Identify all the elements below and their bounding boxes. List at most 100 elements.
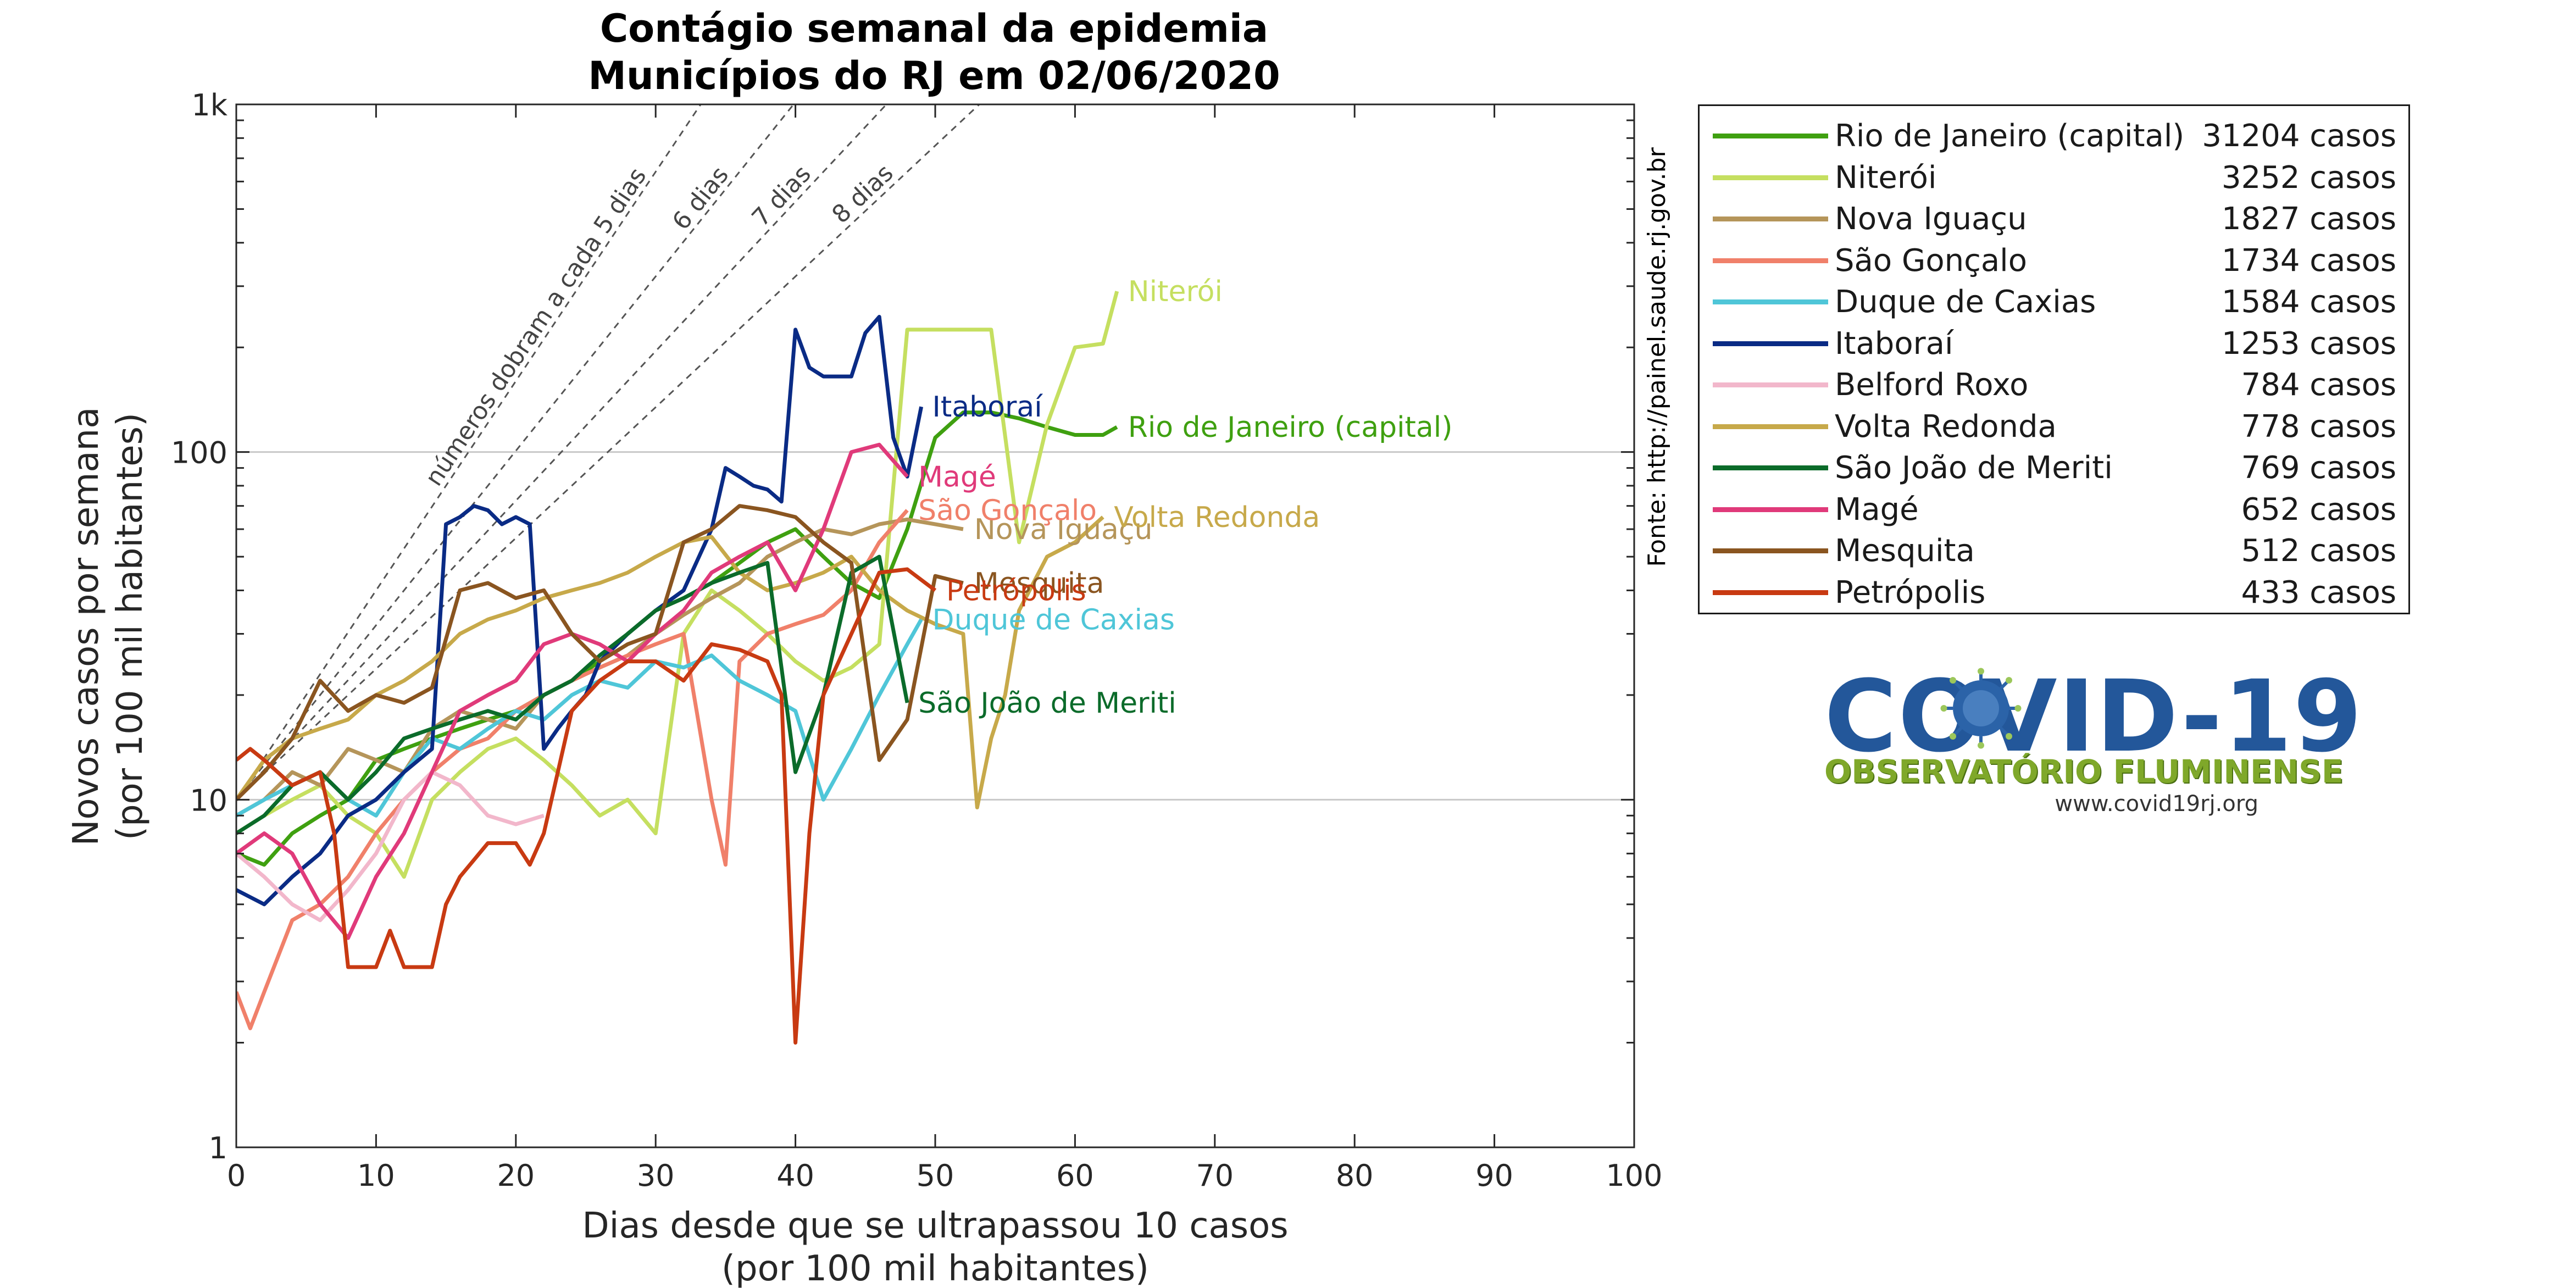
legend-swatch	[1713, 507, 1828, 512]
legend-item: Niterói 3252 casos	[1700, 156, 2408, 197]
logo-subtitle: OBSERVATÓRIO FLUMINENSE	[1824, 753, 2344, 790]
series-line	[236, 509, 909, 1030]
source-note: Fonte: http://painel.saude.rj.gov.br	[1643, 147, 1671, 567]
legend-series-name: Niterói	[1835, 159, 1937, 196]
legend-item: Duque de Caxias 1584 casos	[1700, 280, 2408, 321]
legend-case-count: 433 casos	[2241, 574, 2396, 610]
x-tick-label: 40	[776, 1158, 814, 1193]
legend-series-name: Rio de Janeiro (capital)	[1835, 118, 2185, 154]
logo-title: COVID-19	[1824, 659, 2363, 774]
legend-case-count: 3252 casos	[2221, 159, 2396, 196]
x-tick-label: 0	[227, 1158, 246, 1193]
legend-swatch	[1713, 548, 1828, 553]
series-line	[236, 554, 909, 835]
legend-series-name: Itaboraí	[1835, 325, 1953, 362]
x-tick-label: 60	[1056, 1158, 1094, 1193]
doubling-line	[236, 104, 702, 801]
legend-case-count: 512 casos	[2241, 533, 2396, 569]
doubling-line	[236, 104, 887, 801]
legend-case-count: 652 casos	[2241, 491, 2396, 528]
x-tick-label: 70	[1196, 1158, 1234, 1193]
legend-case-count: 778 casos	[2241, 408, 2396, 445]
legend-series-name: São Gonçalo	[1835, 242, 2027, 279]
x-axis-label: Dias desde que se ultrapassou 10 casos	[582, 1206, 1288, 1246]
legend-series-name: Nova Iguaçu	[1835, 201, 2027, 237]
legend-item: Itaboraí 1253 casos	[1700, 321, 2408, 363]
doubling-guides	[236, 104, 980, 801]
series-line	[236, 315, 924, 907]
legend-item: Rio de Janeiro (capital) 31204 casos	[1700, 114, 2408, 156]
legend-item: Mesquita 512 casos	[1700, 529, 2408, 570]
legend-item: São João de Meriti 769 casos	[1700, 446, 2408, 487]
legend-item: Belford Roxo 784 casos	[1700, 363, 2408, 404]
doubling-label: 7 dias	[747, 160, 817, 232]
legend-series-name: Magé	[1835, 491, 1919, 528]
series-end-label: Magé	[918, 460, 996, 493]
y-axis-label: Novos casos por semana	[66, 407, 107, 846]
doubling-labels: números dobram a cada 5 dias 6 dias 7 dias…	[420, 159, 899, 491]
grid	[236, 451, 1634, 801]
legend-series-name: Duque de Caxias	[1835, 284, 2096, 320]
legend-swatch	[1713, 175, 1828, 180]
y-tick-label: 10	[190, 783, 227, 818]
legend-swatch	[1713, 258, 1828, 263]
x-tick-label: 100	[1606, 1158, 1662, 1193]
doubling-line	[236, 104, 980, 801]
series-line	[236, 504, 964, 801]
series-end-label: Rio de Janeiro (capital)	[1128, 411, 1453, 444]
legend-swatch	[1713, 134, 1828, 138]
legend-swatch	[1713, 590, 1828, 595]
x-axis-label-units: (por 100 mil habitantes)	[721, 1248, 1149, 1288]
legend-case-count: 1827 casos	[2221, 201, 2396, 237]
chart-title: Contágio semanal da epidemia	[600, 6, 1268, 51]
legend-swatch	[1713, 216, 1828, 221]
y-tick-label: 100	[171, 436, 227, 470]
y-tick-label: 1k	[191, 88, 227, 123]
legend-item: Magé 652 casos	[1700, 487, 2408, 529]
series-end-labels: Rio de Janeiro (capital) Niterói Nova Igua…	[918, 275, 1452, 720]
x-tick-label: 80	[1336, 1158, 1374, 1193]
series-end-label: Nova Iguaçu	[974, 513, 1153, 546]
legend-series-name: São João de Meriti	[1835, 450, 2113, 486]
legend-item: São Gonçalo 1734 casos	[1700, 238, 2408, 280]
y-tick-label: 1	[209, 1131, 227, 1165]
legend-case-count: 1584 casos	[2221, 284, 2396, 320]
legend-series-name: Mesquita	[1835, 533, 1975, 569]
series-end-label: Duque de Caxias	[932, 603, 1175, 636]
legend-case-count: 769 casos	[2241, 450, 2396, 486]
series-lines	[236, 291, 1119, 1045]
covid-logo: COVID-19 OBSERVATÓRIO FLUMINENSE www.cov…	[1824, 659, 2362, 824]
legend-case-count: 31204 casos	[2202, 118, 2396, 154]
x-tick-label: 90	[1475, 1158, 1513, 1193]
series-end-label: Mesquita	[974, 567, 1104, 600]
legend-series-name: Volta Redonda	[1835, 408, 2057, 445]
legend-item: Nova Iguaçu 1827 casos	[1700, 197, 2408, 238]
series-end-label: São Gonçalo	[918, 495, 1097, 528]
logo-url: www.covid19rj.org	[2055, 791, 2258, 817]
legend-swatch	[1713, 465, 1828, 470]
x-tick-label: 20	[497, 1158, 535, 1193]
legend-swatch	[1713, 382, 1828, 387]
x-tick-label: 10	[357, 1158, 395, 1193]
series-end-label: Volta Redonda	[1114, 501, 1320, 534]
legend-swatch	[1713, 299, 1828, 304]
legend-case-count: 1734 casos	[2221, 242, 2396, 279]
doubling-line	[236, 104, 795, 801]
legend-case-count: 784 casos	[2241, 367, 2396, 403]
x-tick-label: 30	[637, 1158, 675, 1193]
series-line	[236, 567, 937, 1045]
chart-subtitle: Municípios do RJ em 02/06/2020	[588, 53, 1280, 98]
legend-series-name: Petrópolis	[1835, 574, 1986, 610]
series-line	[236, 770, 545, 923]
legend-item: Volta Redonda 778 casos	[1700, 404, 2408, 446]
virus-icon	[1940, 668, 2022, 749]
x-tick-label: 50	[917, 1158, 954, 1193]
series-end-label: São João de Meriti	[918, 687, 1176, 720]
legend-case-count: 1253 casos	[2221, 325, 2396, 362]
series-end-label: Petrópolis	[946, 574, 1086, 607]
series-line	[236, 618, 923, 818]
series-end-label: Niterói	[1128, 275, 1223, 308]
legend-swatch	[1713, 424, 1828, 429]
